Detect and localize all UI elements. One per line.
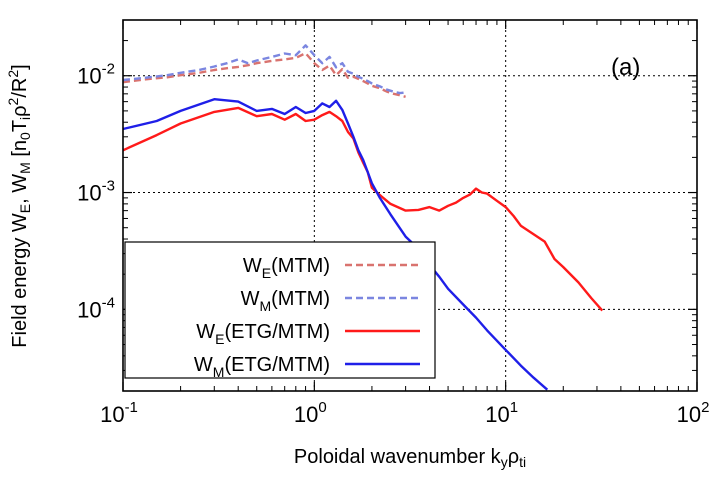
y-axis-title-sub2: M xyxy=(17,162,33,174)
y-axis-title-post5: ] xyxy=(9,64,31,70)
panel-label: (a) xyxy=(611,54,640,81)
y-tick-base: 10 xyxy=(77,181,101,206)
legend-label: WE(ETG/MTM) xyxy=(196,321,330,347)
legend-label: WE(MTM) xyxy=(243,255,330,281)
x-tick-exp: 2 xyxy=(701,399,709,416)
legend-label-base: W xyxy=(196,321,215,343)
x-tick-label: 102 xyxy=(677,399,710,427)
y-axis-title-sup1: 2 xyxy=(5,97,21,105)
legend-label-rest: (MTM) xyxy=(271,288,330,310)
series-layer xyxy=(122,44,604,391)
y-tick-base: 10 xyxy=(77,64,101,89)
y-axis-title-sup2: 2 xyxy=(5,70,21,78)
legend-entries: WE(MTM)WM(MTM)WE(ETG/MTM)WM(ETG/MTM) xyxy=(194,255,420,380)
series-line-3 xyxy=(122,106,604,312)
x-axis-title: Poloidal wavenumber kyρti xyxy=(294,446,526,470)
y-axis-title-post4: /R xyxy=(9,78,31,98)
x-tick-exp: 0 xyxy=(318,399,326,416)
x-tick-exp: -1 xyxy=(125,399,138,416)
legend: WE(MTM)WM(MTM)WE(ETG/MTM)WM(ETG/MTM) xyxy=(124,241,436,380)
x-tick-base: 10 xyxy=(485,402,509,427)
y-axis-title-pre: Field energy W xyxy=(9,213,31,348)
y-axis-title-post1: [n xyxy=(9,140,31,162)
legend-label-sub: E xyxy=(262,265,271,281)
y-axis-title-mid: , W xyxy=(9,174,31,204)
x-tick-label: 10-1 xyxy=(100,399,138,427)
legend-label-base: W xyxy=(241,288,260,310)
y-tick-exp: -4 xyxy=(102,294,115,311)
legend-label: WM(MTM) xyxy=(241,288,330,314)
x-tick-base: 10 xyxy=(100,402,124,427)
y-axis-title-sub3: 0 xyxy=(17,132,33,140)
y-tick-label: 10-3 xyxy=(77,178,115,206)
y-axis-title: Field energy WE, WM [n0Tiρ2/R2] xyxy=(5,64,33,347)
x-axis-title-main: Poloidal wavenumber k xyxy=(294,446,502,468)
plot-frame xyxy=(122,19,698,392)
y-tick-base: 10 xyxy=(77,297,101,322)
legend-label: WM(ETG/MTM) xyxy=(194,354,330,380)
legend-label-rest: (MTM) xyxy=(271,255,330,277)
legend-label-sub: E xyxy=(215,331,224,347)
x-axis-title-mid: ρ xyxy=(508,446,519,468)
y-tick-exp: -3 xyxy=(102,178,115,195)
y-tick-label: 10-2 xyxy=(77,61,115,89)
x-tick-label: 101 xyxy=(485,399,518,427)
x-tick-exp: 1 xyxy=(510,399,518,416)
legend-label-rest: (ETG/MTM) xyxy=(224,354,330,376)
y-axis-title-post3: ρ xyxy=(9,105,31,116)
y-tick-exp: -2 xyxy=(102,61,115,78)
legend-label-rest: (ETG/MTM) xyxy=(224,321,330,343)
legend-label-sub: M xyxy=(259,298,271,314)
series-line-2 xyxy=(122,44,406,95)
x-axis-title-sub2: ti xyxy=(519,454,526,470)
y-axis-title-post2: T xyxy=(9,120,31,132)
x-tick-label: 100 xyxy=(294,399,327,427)
series-line-4 xyxy=(122,97,549,391)
y-tick-label: 10-4 xyxy=(77,294,115,322)
x-axis-title-sub1: y xyxy=(501,454,508,470)
legend-label-base: W xyxy=(243,255,262,277)
y-axis-title-sub4: i xyxy=(17,117,33,120)
y-axis-title-sub1: E xyxy=(17,204,33,213)
legend-label-base: W xyxy=(194,354,213,376)
x-tick-base: 10 xyxy=(294,402,318,427)
series-line-1 xyxy=(122,52,406,98)
x-tick-base: 10 xyxy=(677,402,701,427)
legend-label-sub: M xyxy=(213,364,225,380)
